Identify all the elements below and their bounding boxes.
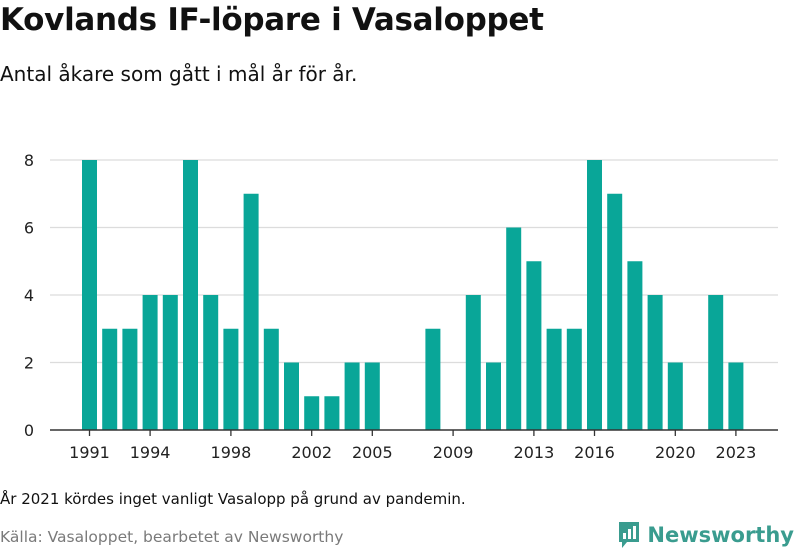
gridlines bbox=[50, 159, 778, 364]
bar-1993 bbox=[122, 328, 138, 430]
x-axis bbox=[50, 429, 778, 436]
bar-2016 bbox=[587, 160, 602, 430]
x-tick-label-2009: 2009 bbox=[433, 443, 474, 462]
bar-chart: 0 2 4 6 8 1991 1994 1998 2002 2005 2009 2013 2016 20… bbox=[24, 151, 778, 462]
bar-2022 bbox=[708, 295, 724, 430]
bar-1991 bbox=[82, 160, 97, 430]
bar-1992 bbox=[102, 328, 118, 430]
bar-1996 bbox=[183, 160, 198, 430]
chart-title: Kovlands IF-löpare i Vasaloppet bbox=[0, 2, 544, 38]
y-axis-tick-labels: 0 2 4 6 8 bbox=[24, 151, 34, 440]
bars bbox=[82, 160, 744, 430]
bar-2018 bbox=[627, 261, 643, 430]
bar-2002 bbox=[304, 396, 320, 430]
x-tick-label-2005: 2005 bbox=[352, 443, 393, 462]
bar-2012 bbox=[506, 227, 522, 430]
bar-1998 bbox=[223, 328, 239, 430]
bar-2001 bbox=[284, 362, 299, 430]
bar-2011 bbox=[486, 362, 501, 430]
bar-2017 bbox=[607, 193, 623, 430]
bar-1997 bbox=[203, 295, 219, 430]
x-tick-label-1998: 1998 bbox=[211, 443, 252, 462]
source-credit: Källa: Vasaloppet, bearbetet av Newswort… bbox=[0, 528, 344, 546]
bar-2013 bbox=[526, 261, 542, 430]
bar-2004 bbox=[344, 362, 360, 430]
x-tick-label-2023: 2023 bbox=[716, 443, 757, 462]
y-tick-label-6: 6 bbox=[24, 219, 34, 238]
x-tick-label-1991: 1991 bbox=[69, 443, 110, 462]
bar-1999 bbox=[243, 193, 259, 430]
bar-2003 bbox=[324, 396, 340, 430]
x-tick-label-2013: 2013 bbox=[514, 443, 555, 462]
bar-2015 bbox=[566, 328, 582, 430]
bar-2010 bbox=[465, 295, 481, 430]
y-tick-label-2: 2 bbox=[24, 354, 34, 373]
x-axis-tick-labels: 1991 1994 1998 2002 2005 2009 2013 2016 2020 2023 bbox=[69, 443, 756, 462]
x-tick-label-2016: 2016 bbox=[574, 443, 615, 462]
bar-1995 bbox=[162, 295, 178, 430]
x-tick-label-2020: 2020 bbox=[655, 443, 696, 462]
newsworthy-logo[interactable]: Newsworthy bbox=[617, 520, 794, 550]
x-tick-label-2002: 2002 bbox=[291, 443, 332, 462]
bar-1994 bbox=[142, 295, 158, 430]
bar-2023 bbox=[728, 362, 744, 430]
chart-subtitle: Antal åkare som gått i mål år för år. bbox=[0, 62, 358, 86]
x-tick-label-1994: 1994 bbox=[130, 443, 171, 462]
bar-2005 bbox=[364, 362, 380, 430]
bar-2019 bbox=[647, 295, 663, 430]
newsworthy-logo-icon bbox=[619, 522, 640, 548]
bar-2020 bbox=[667, 362, 683, 430]
y-tick-label-8: 8 bbox=[24, 151, 34, 170]
y-tick-label-0: 0 bbox=[24, 421, 34, 440]
bar-2008 bbox=[425, 328, 441, 430]
newsworthy-brand-text: Newsworthy bbox=[647, 523, 794, 547]
y-tick-label-4: 4 bbox=[24, 286, 34, 305]
chart-note: År 2021 kördes inget vanligt Vasalopp på… bbox=[0, 490, 466, 508]
bar-2014 bbox=[546, 328, 562, 430]
bar-2000 bbox=[263, 328, 279, 430]
